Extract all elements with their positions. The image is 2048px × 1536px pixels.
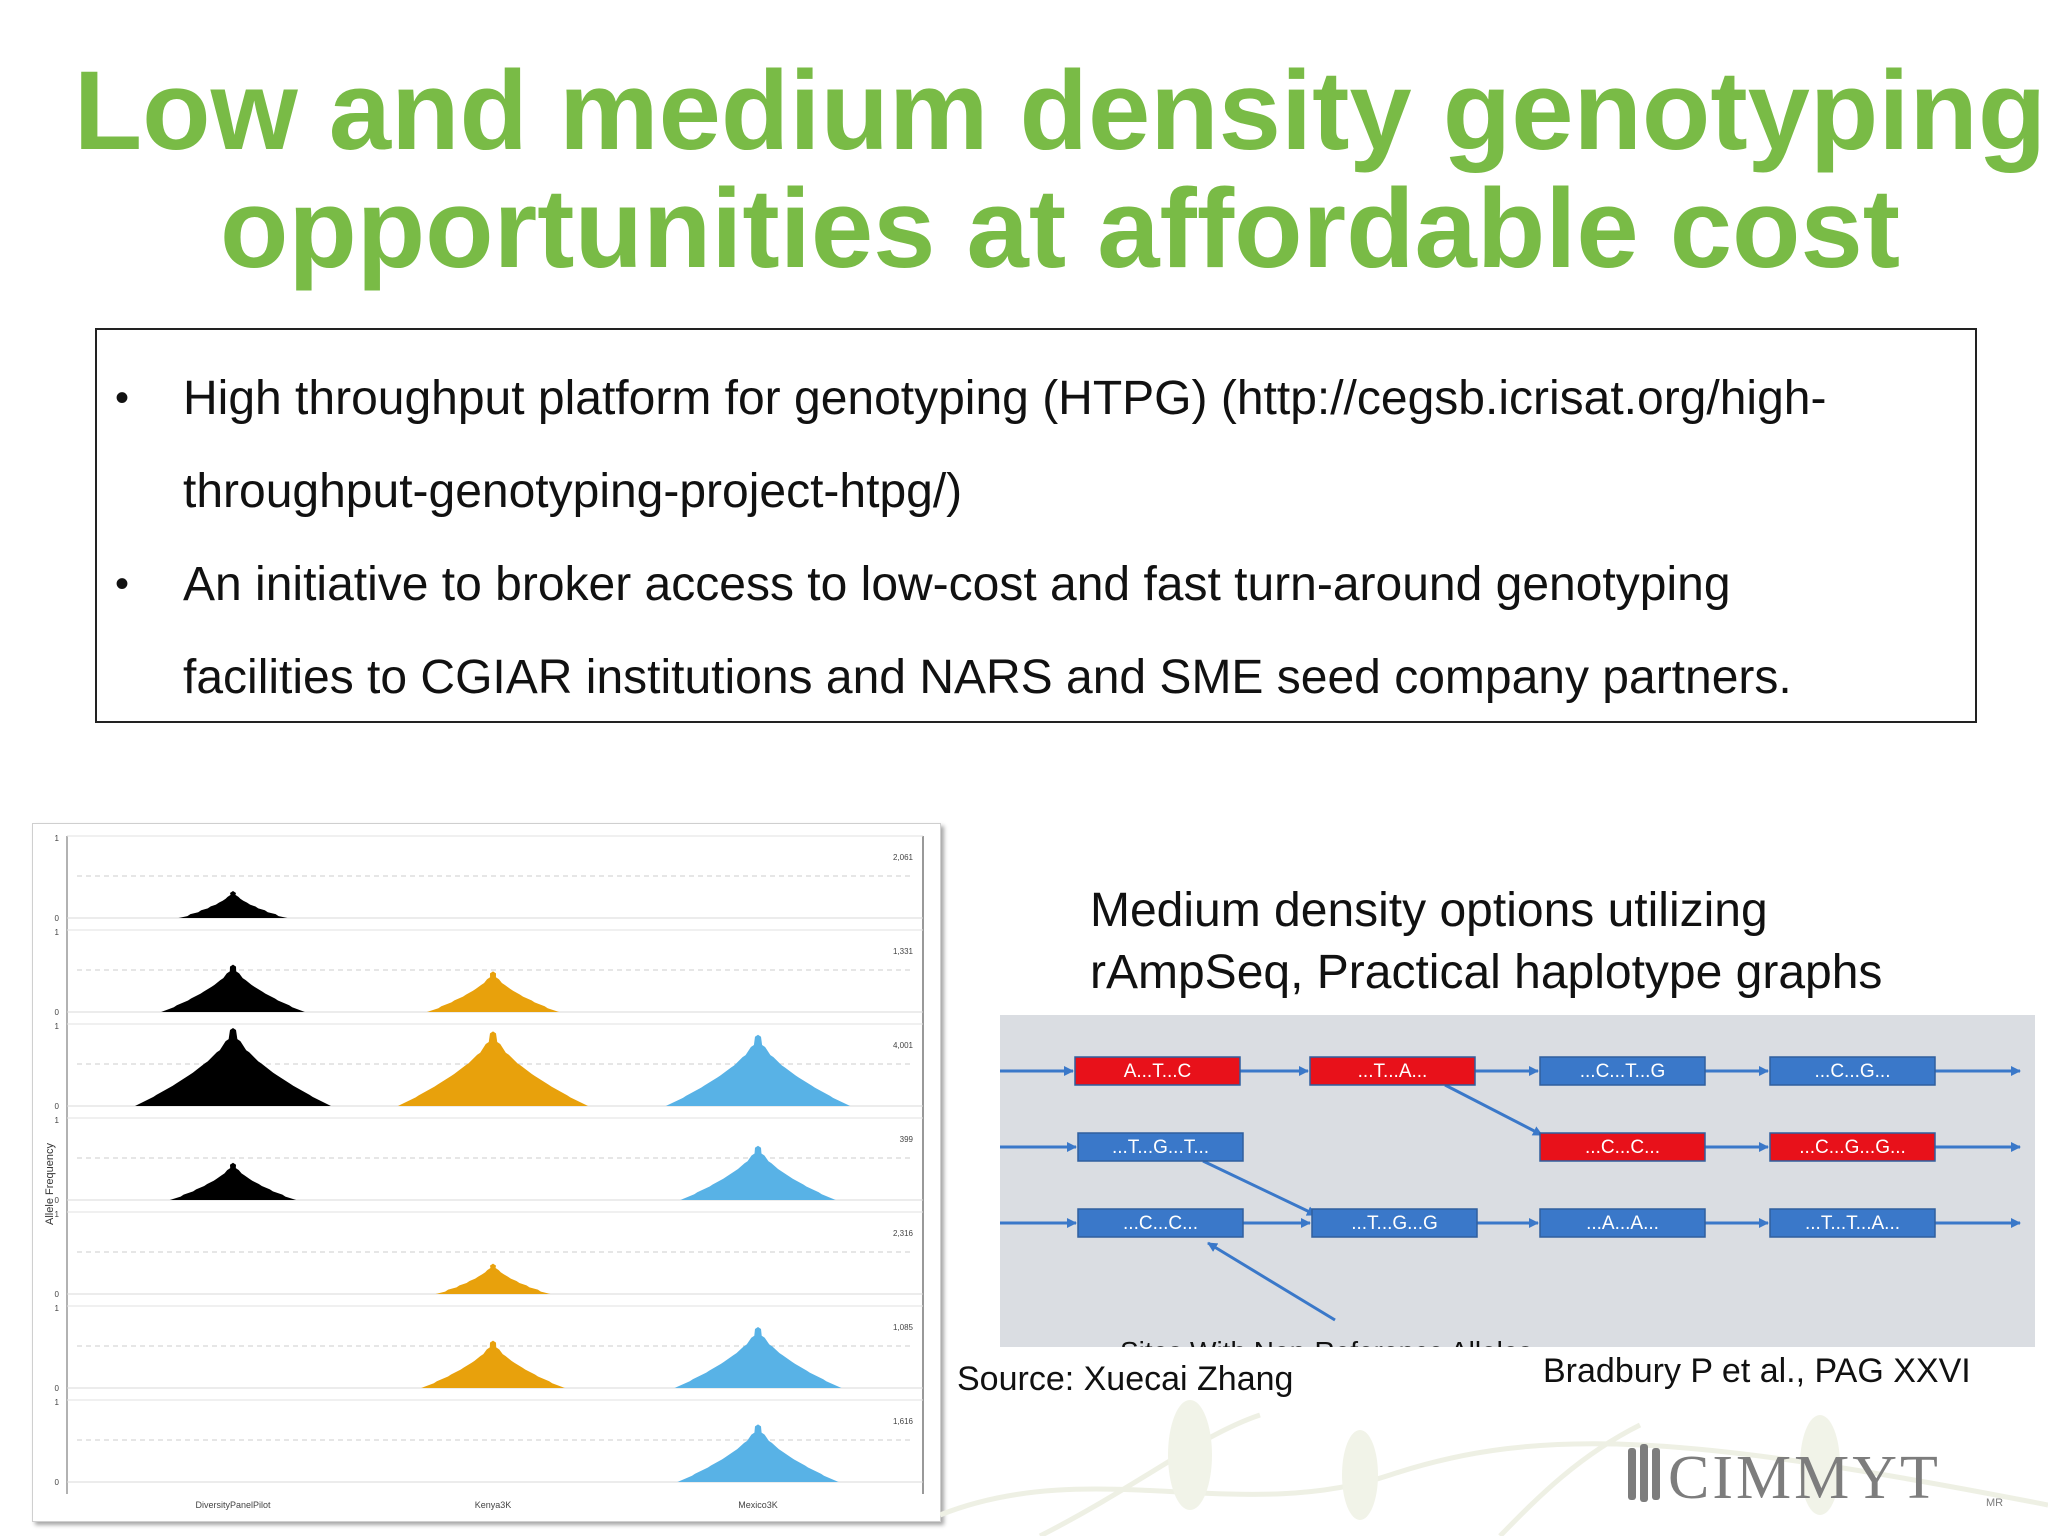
wheat-icon — [1628, 1444, 1660, 1502]
graph-node-label: ...A...A... — [1586, 1213, 1659, 1234]
graph-node — [1077, 1208, 1244, 1238]
graph-node — [1769, 1056, 1936, 1086]
allele-frequency-chart: Allele Frequency 1 0 2,061 1 0 1,331 1 0 4,001 1 0 3… — [32, 823, 941, 1522]
graph-node — [1769, 1208, 1936, 1238]
annotation-arrow — [1207, 1241, 1336, 1322]
violin-shape — [674, 1324, 842, 1388]
tick-label: 1 — [55, 1116, 60, 1125]
allele-frequency-chart-svg: Allele Frequency102,061101,331104,001103… — [44, 834, 924, 1510]
tick-label: 0 — [55, 1384, 60, 1393]
y-axis-label: Allele Frequency — [44, 1143, 56, 1225]
graph-node — [1539, 1132, 1706, 1162]
graph-caption-cutoff: Sites With Non-Reference Alleles — [1120, 1336, 1532, 1347]
tick-label: 0 — [55, 1102, 60, 1111]
x-category-label: Mexico3K — [738, 1500, 778, 1510]
row-count-label: 1,616 — [893, 1417, 914, 1426]
bullet-marker: • — [115, 562, 130, 606]
graph-node — [1074, 1056, 1241, 1086]
row-count-label: 1,331 — [893, 947, 914, 956]
graph-edge — [1202, 1159, 1317, 1217]
graph-node-label: ...C...G...G... — [1799, 1137, 1906, 1158]
slide-title-line2: opportunities at affordable cost — [219, 166, 1901, 291]
haplotype-graph: A...T...C ...T...A... ...C...T...G ...C...G… — [1000, 1015, 2035, 1347]
graph-node-label: ...C...G... — [1814, 1061, 1890, 1082]
tick-label: 1 — [55, 1022, 60, 1031]
tick-label: 0 — [55, 1008, 60, 1017]
corn-watermark-decoration — [940, 1400, 2048, 1536]
graph-node — [1769, 1132, 1936, 1162]
medium-density-text: Medium density options utilizing rAmpSeq… — [1090, 880, 1882, 1004]
slide-title-line1: Low and medium density genotyping — [73, 48, 2047, 173]
graph-edge — [1444, 1083, 1543, 1137]
graph-node-label: ...T...G...G — [1351, 1213, 1438, 1234]
violin-shape — [421, 1337, 565, 1388]
graph-node-label: ...T...G...T... — [1112, 1137, 1209, 1158]
row-count-label: 399 — [900, 1135, 914, 1144]
logo-registered-mark: MR — [1986, 1497, 2003, 1509]
source-caption-left: Source: Xuecai Zhang — [957, 1360, 1294, 1398]
violin-shape — [169, 1159, 297, 1200]
violin-shape — [397, 1028, 589, 1106]
graph-node-label: ...C...T...G — [1580, 1061, 1666, 1082]
violin-shape — [677, 1421, 839, 1482]
violin-shape — [178, 888, 288, 918]
tick-label: 1 — [55, 928, 60, 937]
graph-node-label: ...T...A... — [1358, 1061, 1428, 1082]
violin-shape — [665, 1031, 851, 1106]
bullet-box: • High throughput platform for genotypin… — [95, 328, 1977, 723]
tick-label: 1 — [55, 1304, 60, 1313]
medium-density-line2: rAmpSeq, Practical haplotype graphs — [1090, 946, 1883, 999]
graph-node — [1077, 1132, 1244, 1162]
graph-node-label: ...C...C... — [1123, 1213, 1198, 1234]
graph-node-label: ...T...T...A... — [1805, 1213, 1900, 1234]
graph-node — [1539, 1056, 1706, 1086]
violin-shape — [161, 961, 305, 1012]
source-caption-right: Bradbury P et al., PAG XXVI — [1543, 1352, 1971, 1390]
bullet-text: facilities to CGIAR institutions and NAR… — [183, 651, 1792, 704]
graph-node-label: ...C...C... — [1585, 1137, 1660, 1158]
bullet-text: throughput-genotyping-project-htpg/) — [183, 465, 963, 518]
tick-label: 0 — [55, 1478, 60, 1487]
violin-shape — [426, 968, 560, 1012]
graph-node — [1309, 1056, 1476, 1086]
bullet-marker: • — [115, 376, 130, 420]
violin-shape — [135, 1025, 331, 1106]
bullet-item: • An initiative to broker access to low-… — [97, 538, 1975, 631]
violin-shape — [435, 1260, 551, 1294]
cimmyt-logo: CIMMYT MR — [1628, 1444, 2003, 1510]
tick-label: 1 — [55, 1210, 60, 1219]
row-count-label: 1,085 — [893, 1323, 914, 1332]
tick-label: 0 — [55, 914, 60, 923]
row-count-label: 2,061 — [893, 853, 914, 862]
tick-label: 0 — [55, 1290, 60, 1299]
graph-node — [1311, 1208, 1478, 1238]
tick-label: 0 — [55, 1196, 60, 1205]
bullet-list: • High throughput platform for genotypin… — [97, 330, 1975, 724]
bullet-text: An initiative to broker access to low-co… — [183, 558, 1731, 611]
bullet-continuation: facilities to CGIAR institutions and NAR… — [97, 631, 1975, 724]
haplotype-graph-svg: A...T...C ...T...A... ...C...T...G ...C...G… — [1000, 1056, 2021, 1347]
slide-title: Low and medium density genotyping opport… — [0, 52, 2048, 288]
tick-label: 1 — [55, 1398, 60, 1407]
row-count-label: 4,001 — [893, 1041, 914, 1050]
violin-shape — [680, 1142, 836, 1200]
bullet-item: • High throughput platform for genotypin… — [97, 352, 1975, 445]
bullet-text: High throughput platform for genotyping … — [183, 372, 1827, 425]
x-category-label: DiversityPanelPilot — [195, 1500, 271, 1510]
logo-wordmark: CIMMYT — [1668, 1444, 1941, 1510]
graph-node-label: A...T...C — [1124, 1061, 1192, 1082]
tick-label: 1 — [55, 834, 60, 843]
graph-node — [1539, 1208, 1706, 1238]
x-category-label: Kenya3K — [475, 1500, 512, 1510]
medium-density-line1: Medium density options utilizing — [1090, 884, 1768, 937]
row-count-label: 2,316 — [893, 1229, 914, 1238]
bullet-continuation: throughput-genotyping-project-htpg/) — [97, 445, 1975, 538]
